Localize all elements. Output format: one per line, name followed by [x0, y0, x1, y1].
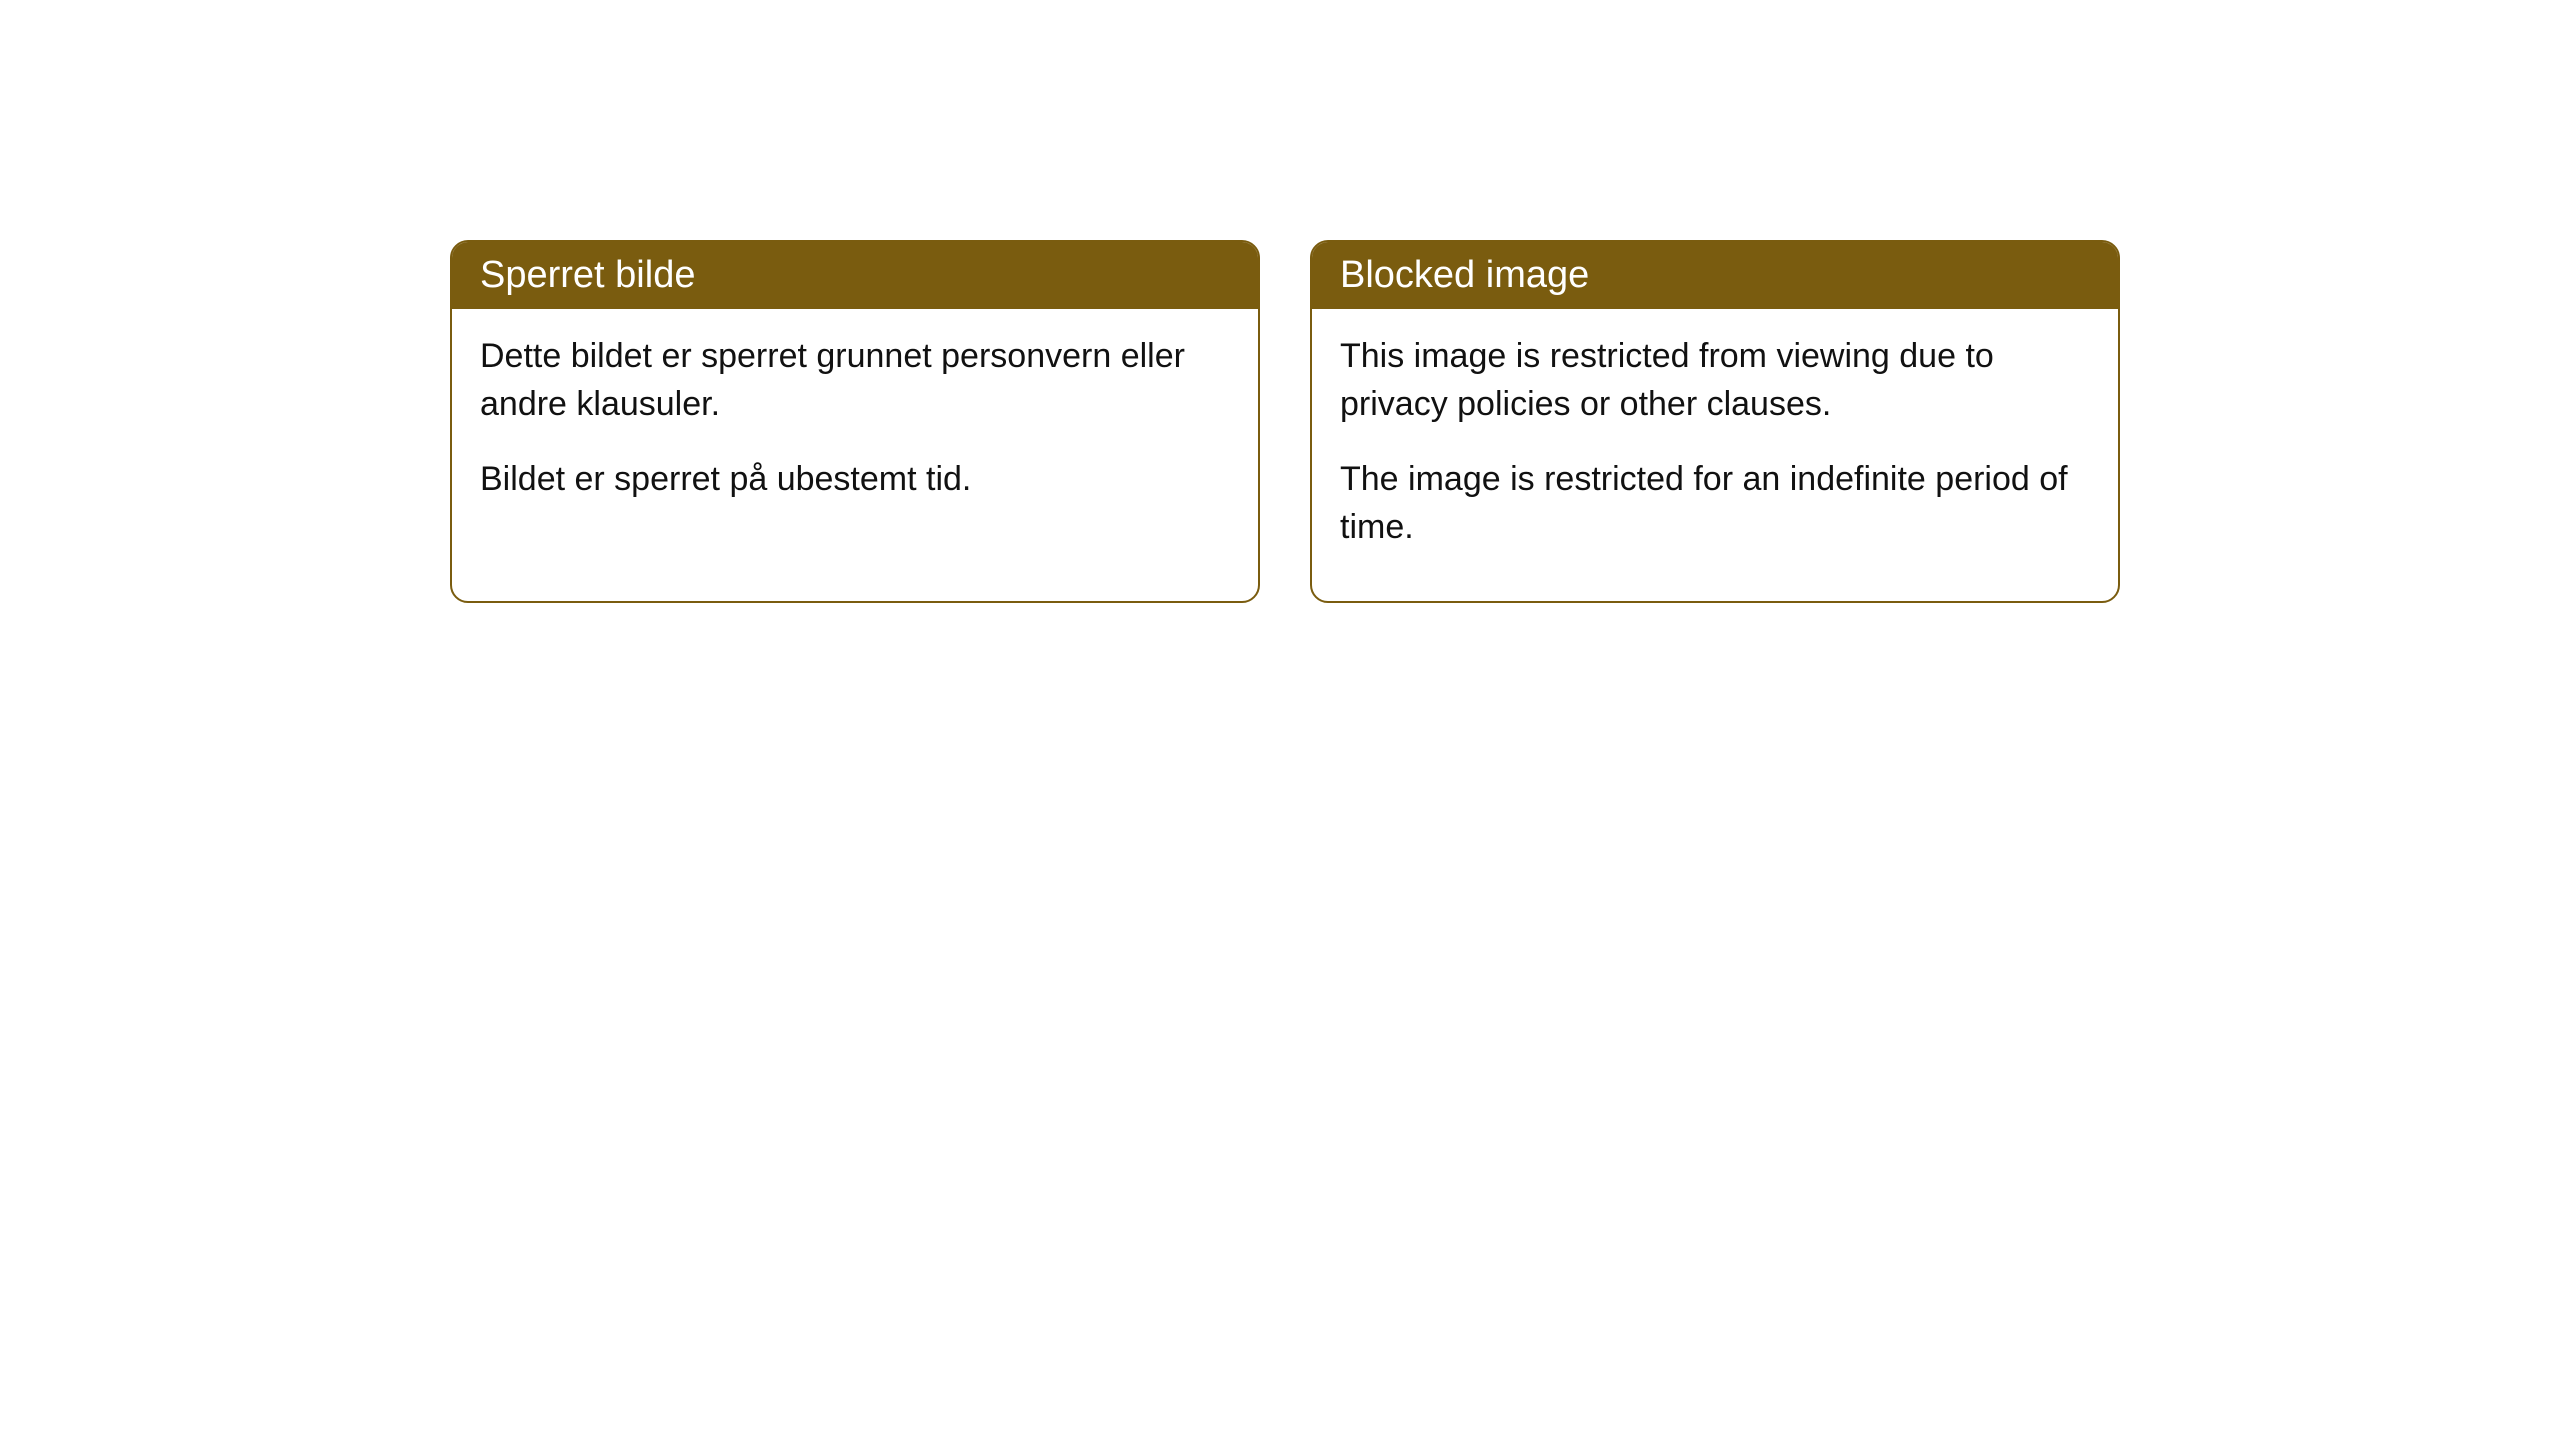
card-norwegian: Sperret bilde Dette bildet er sperret gr… [450, 240, 1260, 603]
cards-container: Sperret bilde Dette bildet er sperret gr… [0, 0, 2560, 603]
card-english: Blocked image This image is restricted f… [1310, 240, 2120, 603]
card-paragraph-2-english: The image is restricted for an indefinit… [1340, 456, 2090, 551]
card-paragraph-1-english: This image is restricted from viewing du… [1340, 333, 2090, 428]
card-body-norwegian: Dette bildet er sperret grunnet personve… [452, 309, 1258, 554]
card-title-norwegian: Sperret bilde [480, 254, 695, 296]
card-body-english: This image is restricted from viewing du… [1312, 309, 2118, 601]
card-header-english: Blocked image [1312, 242, 2118, 309]
card-paragraph-2-norwegian: Bildet er sperret på ubestemt tid. [480, 456, 1230, 504]
card-header-norwegian: Sperret bilde [452, 242, 1258, 309]
card-title-english: Blocked image [1340, 254, 1589, 296]
card-paragraph-1-norwegian: Dette bildet er sperret grunnet personve… [480, 333, 1230, 428]
